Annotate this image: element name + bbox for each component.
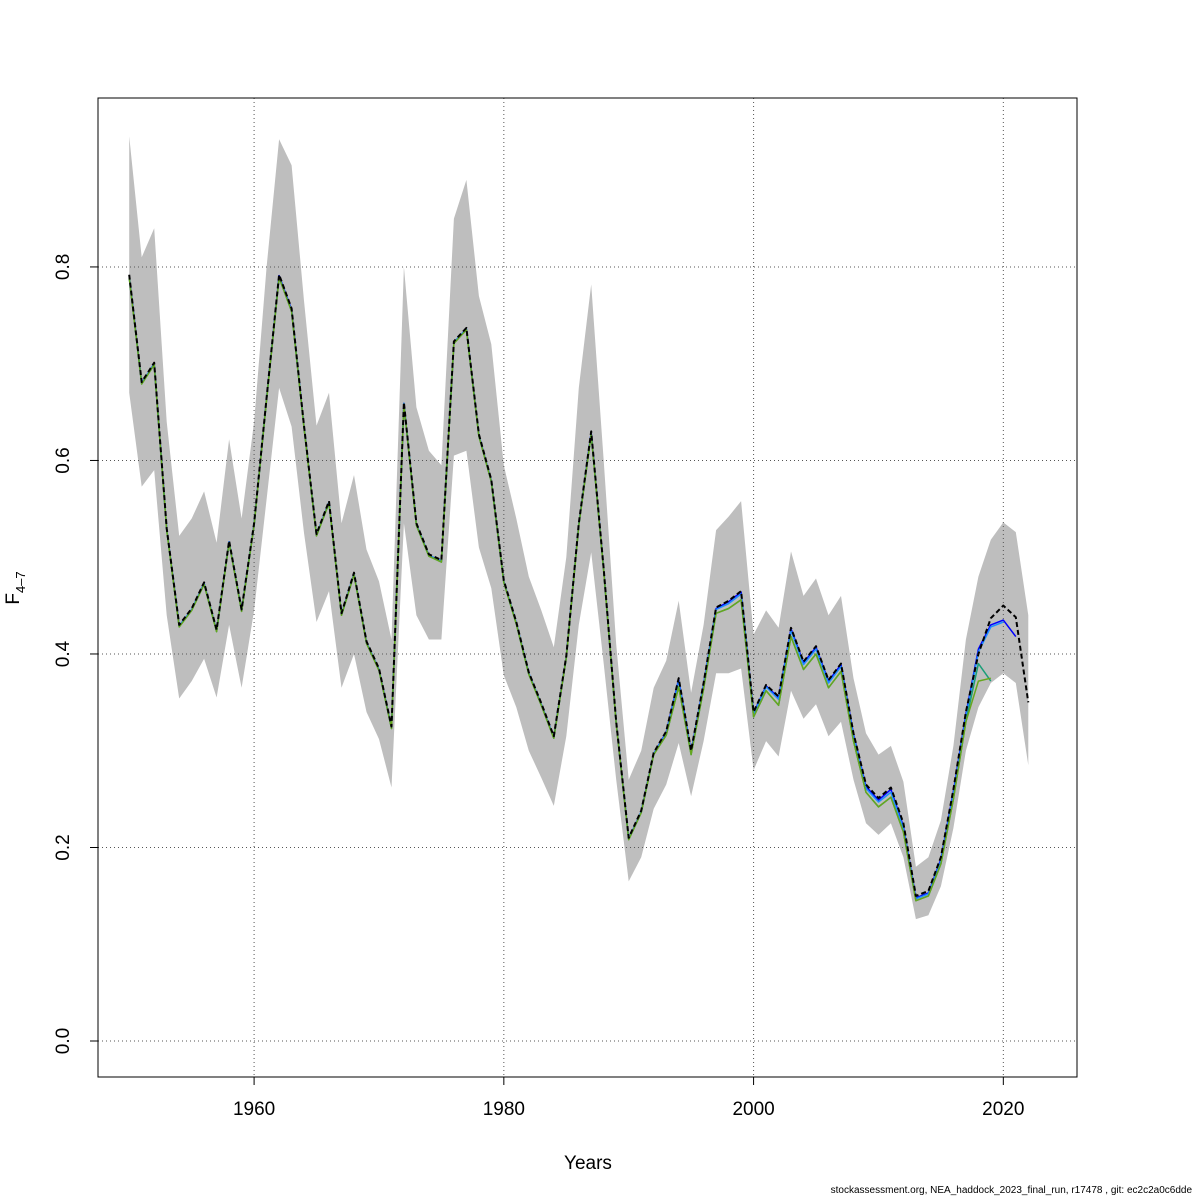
series-lines [128,273,1030,902]
y-tick-label-0.4: 0.4 [53,640,74,667]
y-tick-label-0.8: 0.8 [53,254,74,280]
y-tick-label-0.6: 0.6 [53,447,74,473]
y-tick-label-0.0: 0.0 [53,1028,74,1054]
series-line-final-run [128,273,1030,897]
y-axis-label-main: F [3,593,24,605]
x-tick-label-1980: 1980 [483,1099,525,1120]
x-tick-label-1960: 1960 [233,1099,275,1120]
y-axis: 0.0 0.2 0.4 0.6 0.8 [53,254,99,1054]
footer-credit: stockassessment.org, NEA_haddock_2023_fi… [830,1185,1192,1196]
x-axis-label: Years [564,1153,612,1174]
series-line-retro--4 [128,276,991,902]
y-axis-label: F4–7 [3,571,28,604]
y-axis-label-subscript: 4–7 [13,571,28,593]
x-tick-label-2020: 2020 [982,1099,1024,1120]
x-axis: 1960 1980 2000 2020 [233,1076,1024,1120]
x-tick-label-2000: 2000 [732,1099,774,1120]
y-tick-label-0.2: 0.2 [53,834,74,860]
